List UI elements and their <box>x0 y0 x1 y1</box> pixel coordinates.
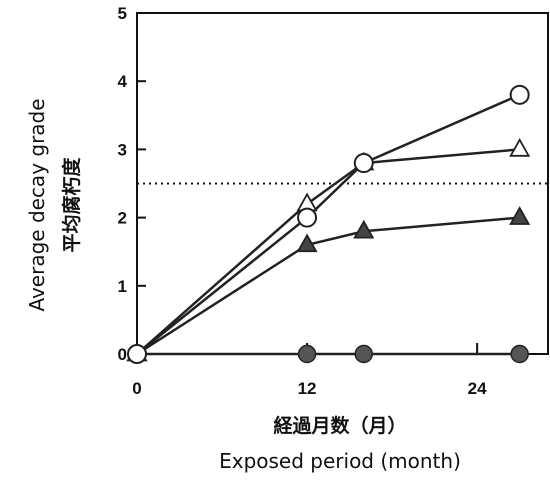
point-filled-circle <box>354 344 374 364</box>
point-filled-circle <box>510 344 529 364</box>
x-tick-label: 0 <box>132 379 141 398</box>
series-group <box>126 84 531 364</box>
y-tick-label: 5 <box>118 4 127 23</box>
y-axis-label-jp: 平均腐朽度 <box>60 157 83 253</box>
point-filled-triangle <box>353 219 375 239</box>
point-filled-circle <box>297 344 317 364</box>
point-open-circle <box>509 84 530 105</box>
y-tick-label: 0 <box>118 345 127 364</box>
x-axis-label-jp: 経過月数（月） <box>273 414 406 437</box>
x-tick-label: 12 <box>298 379 317 398</box>
point-open-circle <box>297 207 318 228</box>
point-open-circle <box>127 344 147 364</box>
x-axis-label: Exposed period (month) <box>219 449 461 473</box>
y-tick-label: 3 <box>118 140 127 159</box>
y-axis-label: Average decay grade <box>25 98 49 311</box>
point-open-circle <box>353 153 374 174</box>
y-tick-label: 2 <box>118 209 127 228</box>
point-open-triangle <box>509 137 531 157</box>
point-filled-triangle <box>296 233 318 253</box>
series-line-filled-triangle <box>136 216 520 356</box>
series-line-open-triangle <box>136 148 520 355</box>
point-filled-triangle <box>509 206 531 225</box>
y-tick-label: 1 <box>118 277 127 296</box>
series-line-open-circle <box>136 93 521 355</box>
axis-labels: 経過月数（月） Exposed period (month) Average d… <box>25 98 461 473</box>
x-tick-label: 24 <box>468 379 487 398</box>
y-tick-label: 4 <box>118 72 128 91</box>
